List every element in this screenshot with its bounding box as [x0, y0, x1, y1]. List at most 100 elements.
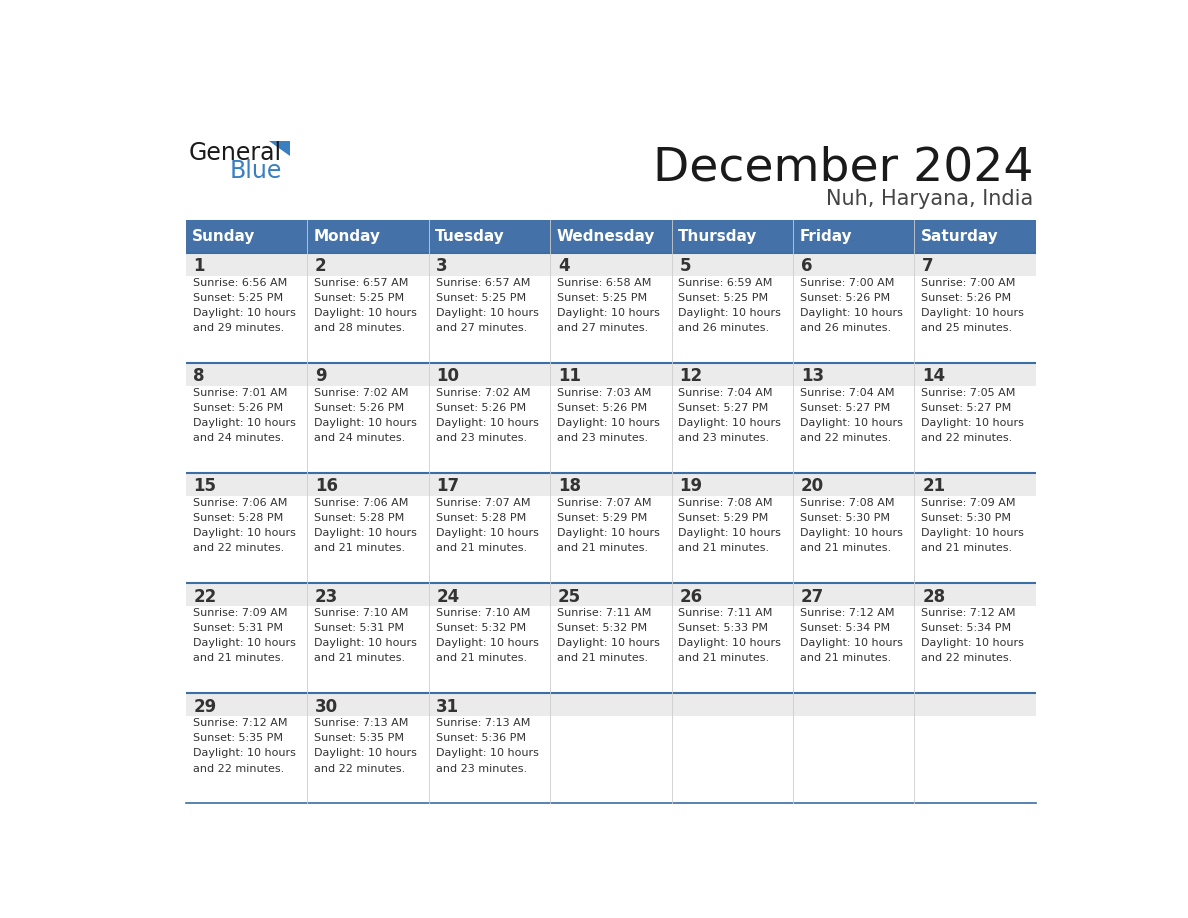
Text: Daylight: 10 hours: Daylight: 10 hours — [557, 419, 659, 428]
Text: 13: 13 — [801, 367, 823, 386]
Text: Sunrise: 7:11 AM: Sunrise: 7:11 AM — [678, 609, 773, 619]
Text: and 28 minutes.: and 28 minutes. — [314, 323, 405, 333]
Text: 16: 16 — [315, 477, 337, 496]
Bar — [915, 363, 1036, 473]
Bar — [671, 220, 792, 252]
Bar — [792, 583, 915, 606]
Text: Thursday: Thursday — [677, 229, 757, 244]
Bar — [429, 473, 550, 496]
Bar — [308, 220, 429, 252]
Text: Daylight: 10 hours: Daylight: 10 hours — [800, 528, 903, 538]
Text: Sunset: 5:34 PM: Sunset: 5:34 PM — [922, 623, 1011, 633]
Text: and 27 minutes.: and 27 minutes. — [436, 323, 526, 333]
Text: and 23 minutes.: and 23 minutes. — [678, 433, 770, 443]
Bar — [915, 583, 1036, 693]
Text: Sunset: 5:33 PM: Sunset: 5:33 PM — [678, 623, 769, 633]
Text: and 24 minutes.: and 24 minutes. — [192, 433, 284, 443]
Bar — [671, 363, 792, 473]
Text: Sunset: 5:26 PM: Sunset: 5:26 PM — [192, 403, 283, 413]
Text: Sunset: 5:26 PM: Sunset: 5:26 PM — [314, 403, 404, 413]
Text: Daylight: 10 hours: Daylight: 10 hours — [557, 528, 659, 538]
Bar — [429, 583, 550, 606]
Bar — [308, 583, 429, 606]
Bar — [550, 473, 671, 583]
Text: and 23 minutes.: and 23 minutes. — [436, 764, 526, 774]
Text: and 21 minutes.: and 21 minutes. — [800, 543, 891, 554]
Bar — [550, 583, 671, 693]
Bar — [429, 363, 550, 473]
Text: Sunrise: 7:12 AM: Sunrise: 7:12 AM — [192, 719, 287, 729]
Text: Sunset: 5:36 PM: Sunset: 5:36 PM — [436, 733, 525, 744]
Text: Wednesday: Wednesday — [556, 229, 655, 244]
Text: Daylight: 10 hours: Daylight: 10 hours — [678, 308, 782, 318]
Text: Daylight: 10 hours: Daylight: 10 hours — [314, 308, 417, 318]
Bar — [185, 583, 308, 606]
Text: Daylight: 10 hours: Daylight: 10 hours — [192, 419, 296, 428]
Text: Daylight: 10 hours: Daylight: 10 hours — [436, 528, 538, 538]
Text: and 22 minutes.: and 22 minutes. — [192, 543, 284, 554]
Bar — [792, 693, 915, 803]
Text: Sunrise: 7:05 AM: Sunrise: 7:05 AM — [922, 388, 1016, 398]
Bar — [429, 220, 550, 252]
Text: 21: 21 — [922, 477, 946, 496]
Text: 18: 18 — [558, 477, 581, 496]
Text: Sunset: 5:25 PM: Sunset: 5:25 PM — [557, 293, 647, 303]
Text: and 26 minutes.: and 26 minutes. — [800, 323, 891, 333]
Text: Sunset: 5:25 PM: Sunset: 5:25 PM — [678, 293, 769, 303]
Text: and 26 minutes.: and 26 minutes. — [678, 323, 770, 333]
Bar — [915, 220, 1036, 252]
Bar — [915, 583, 1036, 606]
Bar — [550, 693, 671, 716]
Text: Daylight: 10 hours: Daylight: 10 hours — [314, 528, 417, 538]
Text: Sunset: 5:35 PM: Sunset: 5:35 PM — [192, 733, 283, 744]
Text: Daylight: 10 hours: Daylight: 10 hours — [678, 528, 782, 538]
Bar — [308, 252, 429, 275]
Text: 3: 3 — [436, 257, 448, 275]
Text: Daylight: 10 hours: Daylight: 10 hours — [922, 419, 1024, 428]
Text: Sunrise: 7:10 AM: Sunrise: 7:10 AM — [314, 609, 409, 619]
Text: Sunset: 5:27 PM: Sunset: 5:27 PM — [922, 403, 1012, 413]
Text: 12: 12 — [680, 367, 702, 386]
Bar — [915, 473, 1036, 583]
Bar — [550, 220, 671, 252]
Text: Daylight: 10 hours: Daylight: 10 hours — [436, 308, 538, 318]
Text: Sunset: 5:28 PM: Sunset: 5:28 PM — [314, 513, 404, 523]
Text: and 23 minutes.: and 23 minutes. — [436, 433, 526, 443]
Bar — [915, 363, 1036, 386]
Bar — [185, 252, 308, 275]
Bar — [429, 693, 550, 716]
Text: and 21 minutes.: and 21 minutes. — [557, 543, 649, 554]
Text: Sunset: 5:34 PM: Sunset: 5:34 PM — [800, 623, 890, 633]
Text: Sunrise: 7:06 AM: Sunrise: 7:06 AM — [314, 498, 409, 509]
Text: and 21 minutes.: and 21 minutes. — [678, 543, 770, 554]
Text: Daylight: 10 hours: Daylight: 10 hours — [314, 419, 417, 428]
Bar — [671, 693, 792, 716]
Text: 14: 14 — [922, 367, 946, 386]
Bar — [550, 252, 671, 275]
Text: Daylight: 10 hours: Daylight: 10 hours — [314, 748, 417, 758]
Text: Daylight: 10 hours: Daylight: 10 hours — [557, 638, 659, 648]
Bar — [185, 473, 308, 496]
Bar — [915, 252, 1036, 275]
Bar — [671, 252, 792, 275]
Text: Daylight: 10 hours: Daylight: 10 hours — [436, 748, 538, 758]
Text: Daylight: 10 hours: Daylight: 10 hours — [800, 308, 903, 318]
Bar — [185, 693, 308, 716]
Text: Daylight: 10 hours: Daylight: 10 hours — [436, 419, 538, 428]
Text: 17: 17 — [436, 477, 460, 496]
Bar — [915, 473, 1036, 496]
Text: and 22 minutes.: and 22 minutes. — [314, 764, 405, 774]
Text: 26: 26 — [680, 588, 702, 606]
Bar — [185, 363, 308, 473]
Text: Sunrise: 7:02 AM: Sunrise: 7:02 AM — [314, 388, 409, 398]
Text: Daylight: 10 hours: Daylight: 10 hours — [678, 638, 782, 648]
Bar — [671, 583, 792, 693]
Bar — [915, 693, 1036, 716]
Text: Sunset: 5:25 PM: Sunset: 5:25 PM — [192, 293, 283, 303]
Text: Nuh, Haryana, India: Nuh, Haryana, India — [827, 189, 1034, 209]
Text: Daylight: 10 hours: Daylight: 10 hours — [314, 638, 417, 648]
Text: and 25 minutes.: and 25 minutes. — [922, 323, 1012, 333]
Text: and 21 minutes.: and 21 minutes. — [800, 654, 891, 664]
Bar — [429, 252, 550, 363]
Text: Daylight: 10 hours: Daylight: 10 hours — [192, 308, 296, 318]
